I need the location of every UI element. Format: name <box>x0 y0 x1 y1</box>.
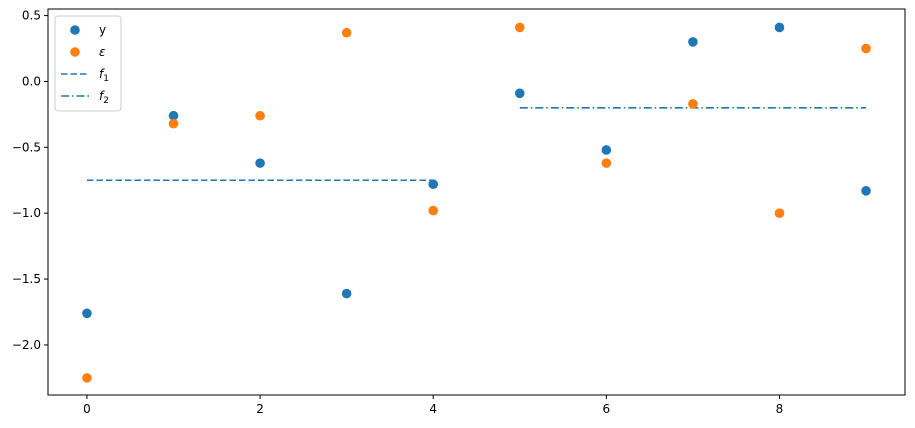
data-point-series-1 <box>168 110 179 121</box>
x-tick-label: 4 <box>429 402 437 416</box>
y-tick-label: 0.5 <box>22 9 41 23</box>
data-point-series-1 <box>601 145 612 155</box>
data-point-series-2 <box>255 110 265 121</box>
plot-area <box>82 22 871 383</box>
axes: 0 2 4 6 8 0.5 0.0 −0.5 −1.0 −1.5 −2.0 <box>12 8 906 416</box>
legend-box <box>54 15 122 112</box>
data-point-series-1 <box>514 88 525 99</box>
data-point-series-2 <box>601 158 612 168</box>
legend-label: y <box>99 23 106 37</box>
data-point-series-1 <box>428 179 439 190</box>
data-point-series-1 <box>82 308 92 319</box>
data-point-series-2 <box>168 118 179 129</box>
data-point-series-1 <box>774 22 785 33</box>
data-point-series-1 <box>688 37 698 47</box>
data-point-series-2 <box>861 43 871 54</box>
axes-frame <box>47 8 906 396</box>
data-point-series-1 <box>341 288 352 299</box>
data-point-series-2 <box>514 22 525 33</box>
x-tick-label: 6 <box>603 402 611 416</box>
x-tick-label: 2 <box>256 402 264 416</box>
data-point-series-2 <box>774 208 785 218</box>
legend-label: f2 <box>99 89 109 106</box>
data-point-series-2 <box>688 99 698 109</box>
y-tick-label: 0.0 <box>22 74 41 88</box>
data-point-series-1 <box>255 158 265 168</box>
x-tick-label: 8 <box>776 402 784 416</box>
legend: yε f1 f2 <box>54 15 122 112</box>
y-tick-label: −1.0 <box>12 206 41 220</box>
data-point-series-2 <box>82 373 92 383</box>
data-point-series-1 <box>861 186 871 196</box>
legend-marker <box>70 25 80 35</box>
y-tick-label: −2.0 <box>12 338 41 352</box>
y-tick-label: −1.5 <box>12 272 41 286</box>
y-tick-label: −0.5 <box>12 140 41 154</box>
data-point-series-2 <box>341 27 352 38</box>
data-point-series-2 <box>428 205 439 216</box>
legend-marker <box>70 47 80 57</box>
x-tick-label: 0 <box>83 402 91 416</box>
legend-label: ε <box>99 45 106 59</box>
legend-label: f1 <box>99 67 109 84</box>
